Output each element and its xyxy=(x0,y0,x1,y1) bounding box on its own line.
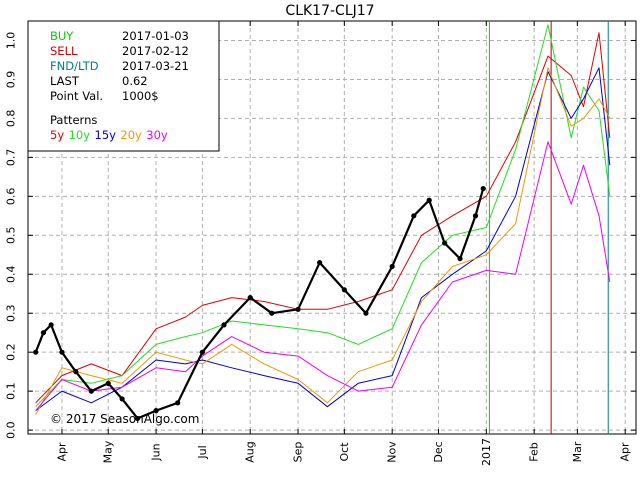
x-tick-label: Sep xyxy=(292,442,305,463)
data-markers xyxy=(33,185,486,422)
x-tick-label: Feb xyxy=(528,442,541,461)
y-tick-label: 0.4 xyxy=(5,266,18,284)
y-tick-label: 0.7 xyxy=(5,149,18,167)
data-point xyxy=(88,388,94,394)
x-tick-label: Dec xyxy=(432,441,445,462)
data-point xyxy=(134,415,141,422)
y-tick-label: 0.2 xyxy=(5,343,18,361)
info-label: FND/LTD xyxy=(50,59,99,73)
x-tick-label: Apr xyxy=(55,442,68,462)
data-point xyxy=(341,287,347,293)
y-axis-ticks: 0.0 0.1 0.2 0.3 0.4 0.5 0.6 0.7 0.8 0.9 1.0 xyxy=(5,32,636,439)
y-tick-label: 0.6 xyxy=(5,188,18,206)
legend-entry: 20y xyxy=(120,128,142,142)
data-point xyxy=(472,213,479,219)
series-line xyxy=(35,141,611,411)
y-tick-label: 0.8 xyxy=(5,110,18,128)
info-label: LAST xyxy=(50,74,80,88)
info-value: 2017-01-03 xyxy=(122,29,189,43)
info-box-frame xyxy=(27,20,220,152)
info-value: 0.62 xyxy=(122,74,148,88)
x-axis-ticks: Apr May Jun Jul Aug Sep Oct Nov Dec 2017 Feb Mar Apr xyxy=(55,21,632,466)
y-tick-label: 0.1 xyxy=(5,382,18,400)
info-value: 2017-03-21 xyxy=(122,59,189,73)
legend-entry: 10y xyxy=(69,128,91,142)
data-point xyxy=(105,380,111,386)
legend-entries: 5y 10y 15y 20y 30y xyxy=(50,128,168,142)
data-point xyxy=(457,256,463,262)
info-box: BUY 2017-01-03 SELL 2017-02-12 FND/LTD 2017-0… xyxy=(27,20,220,152)
data-point xyxy=(175,400,181,406)
copyright-text: © 2017 SeasonAlgo.com xyxy=(50,412,199,426)
x-tick-label: Apr xyxy=(619,442,632,462)
x-tick-label: Aug xyxy=(244,441,257,462)
data-point xyxy=(269,310,275,316)
data-point xyxy=(40,330,47,336)
info-value: 2017-02-12 xyxy=(122,44,189,58)
data-point xyxy=(119,396,125,402)
data-point xyxy=(426,197,432,203)
data-point xyxy=(295,306,301,312)
x-tick-label: Jun xyxy=(150,443,163,461)
y-tick-label: 0.0 xyxy=(5,421,18,439)
legend-entry: 30y xyxy=(146,128,168,142)
series-line xyxy=(35,67,611,412)
info-label: Point Val. xyxy=(50,89,103,103)
y-tick-label: 0.9 xyxy=(5,71,18,89)
data-point xyxy=(48,322,54,328)
x-tick-label: Jul xyxy=(196,445,209,459)
info-rows: BUY 2017-01-03 SELL 2017-02-12 FND/LTD 2017-0… xyxy=(50,29,189,103)
x-tick-label: Oct xyxy=(338,442,351,462)
y-tick-label: 0.3 xyxy=(5,304,18,322)
data-point xyxy=(221,322,227,328)
data-point xyxy=(73,369,79,375)
data-point xyxy=(153,408,159,414)
info-label: BUY xyxy=(50,29,74,43)
chart-title: CLK17-CLJ17 xyxy=(285,3,374,19)
series-line xyxy=(34,188,485,420)
info-label: SELL xyxy=(50,44,78,58)
data-point xyxy=(363,310,369,316)
legend-entry: 5y xyxy=(50,128,64,142)
x-tick-label: Nov xyxy=(386,441,399,463)
data-point xyxy=(33,349,39,355)
data-point xyxy=(59,349,65,355)
data-point xyxy=(411,213,417,219)
y-tick-label: 1.0 xyxy=(5,32,18,50)
patterns-title: Patterns xyxy=(50,113,97,127)
series-line xyxy=(35,24,611,408)
series-line xyxy=(35,32,611,404)
data-point xyxy=(442,240,448,246)
y-tick-label: 0.5 xyxy=(5,227,18,245)
data-point xyxy=(247,295,253,301)
series-lines xyxy=(34,24,611,420)
data-point xyxy=(389,263,395,270)
series-line xyxy=(35,67,611,415)
info-value: 1000$ xyxy=(122,89,159,103)
x-tick-label: Mar xyxy=(571,441,584,462)
x-tick-label: May xyxy=(102,440,115,463)
vertical-markers xyxy=(488,21,609,434)
x-tick-label: 2017 xyxy=(480,438,493,466)
legend-entry: 15y xyxy=(95,128,117,142)
data-point xyxy=(317,259,323,266)
data-point xyxy=(199,349,205,355)
data-point xyxy=(480,185,486,192)
